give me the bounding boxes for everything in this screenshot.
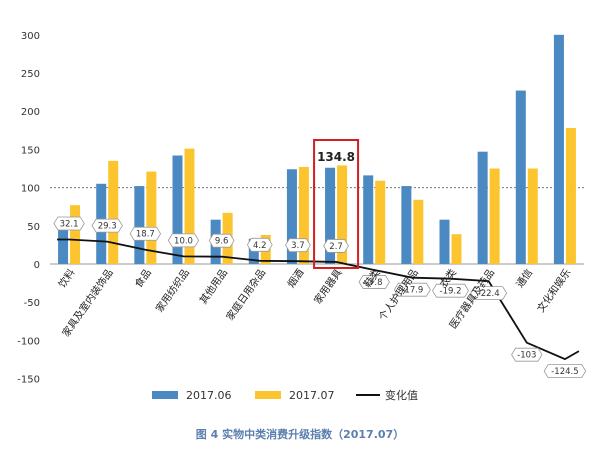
- y-tick-label: 50: [27, 222, 40, 233]
- bar-2017-07: [527, 168, 538, 264]
- change-label-box: [208, 233, 235, 248]
- change-label-box: [432, 283, 469, 298]
- category-label: 食品: [132, 266, 154, 290]
- y-tick-label: 250: [21, 69, 40, 80]
- legend-label-2017-06: 2017.06: [186, 389, 232, 402]
- bar-2017-07: [565, 128, 576, 264]
- category-label: 家用纺织品: [153, 266, 192, 314]
- category-label: 饮料: [55, 266, 77, 290]
- y-tick-label: -100: [17, 336, 40, 347]
- bar-2017-06: [553, 34, 564, 264]
- bar-2017-07: [451, 234, 462, 264]
- category-label: 通信: [514, 267, 535, 290]
- bar-2017-07: [489, 168, 500, 264]
- change-label-box: [129, 226, 162, 241]
- bar-2017-07: [146, 171, 157, 264]
- y-tick-label: 200: [21, 107, 40, 118]
- bar-2017-06: [439, 219, 450, 264]
- y-tick-label: 0: [34, 260, 40, 271]
- bar-2017-06: [515, 90, 526, 265]
- change-data-label: -124.5: [551, 367, 578, 377]
- bar-2017-06: [134, 186, 145, 264]
- bar-2017-06: [477, 151, 488, 264]
- category-label: 家用器具: [311, 266, 345, 306]
- figure-caption: 图 4 实物中类消费升级指数（2017.07）: [196, 427, 404, 441]
- change-data-label: 2.7: [329, 242, 343, 252]
- bar-2017-07: [184, 148, 195, 264]
- change-data-label: -7.8: [366, 278, 383, 288]
- bar-2017-07: [298, 166, 309, 264]
- bar-2017-07: [108, 160, 119, 264]
- change-label-box: [358, 275, 390, 289]
- bar-2017-06: [58, 229, 69, 264]
- y-tick-label: -150: [17, 375, 40, 386]
- change-label-box: [285, 238, 311, 253]
- legend-swatch-2017-06: [152, 391, 178, 399]
- category-label: 其他用品: [197, 266, 231, 306]
- legend-swatch-2017-07: [255, 391, 281, 399]
- change-data-label: 9.6: [215, 237, 229, 247]
- highlight-box: [313, 139, 360, 269]
- bar-2017-07: [375, 180, 386, 264]
- y-tick-label: 300: [21, 31, 40, 42]
- change-label-box: [323, 239, 349, 253]
- change-data-label: -22.4: [478, 289, 500, 299]
- change-data-label: 29.3: [98, 222, 117, 232]
- bar-2017-07: [337, 165, 348, 264]
- legend-label-2017-07: 2017.07: [289, 389, 335, 402]
- y-tick-label: 150: [21, 145, 40, 156]
- change-data-label: -103: [517, 351, 536, 361]
- change-data-label: 18.7: [136, 230, 155, 240]
- change-label-box: [470, 286, 508, 301]
- y-tick-label: -50: [24, 298, 40, 309]
- change-label-box: [543, 364, 587, 379]
- bar-2017-06: [325, 167, 336, 264]
- change-data-label: 4.2: [253, 241, 267, 251]
- change-data-label: 10.0: [174, 236, 193, 246]
- change-line: [57, 238, 580, 361]
- change-data-label: -19.2: [440, 287, 462, 297]
- change-label-box: [167, 233, 200, 248]
- highlight-label: 134.8: [317, 150, 355, 164]
- change-data-label: -17.9: [401, 286, 423, 296]
- category-label: 家庭日用杂品: [223, 266, 268, 323]
- bar-2017-06: [286, 169, 297, 264]
- bar-2017-06: [401, 186, 412, 264]
- legend-label-change: 变化值: [385, 388, 418, 402]
- bar-2017-07: [70, 205, 81, 264]
- bar-2017-06: [172, 155, 183, 264]
- bar-2017-07: [413, 199, 424, 264]
- category-label: 文化和娱乐: [534, 266, 573, 314]
- bar-2017-06: [363, 175, 374, 264]
- category-label: 烟酒: [284, 266, 306, 290]
- change-label-box: [53, 216, 85, 231]
- change-label-box: [393, 282, 431, 297]
- change-data-label: 3.7: [291, 241, 305, 251]
- change-label-box: [511, 347, 543, 362]
- y-tick-label: 100: [21, 184, 40, 195]
- change-label-box: [91, 218, 123, 233]
- change-data-label: 32.1: [60, 219, 79, 229]
- change-label-box: [246, 237, 273, 252]
